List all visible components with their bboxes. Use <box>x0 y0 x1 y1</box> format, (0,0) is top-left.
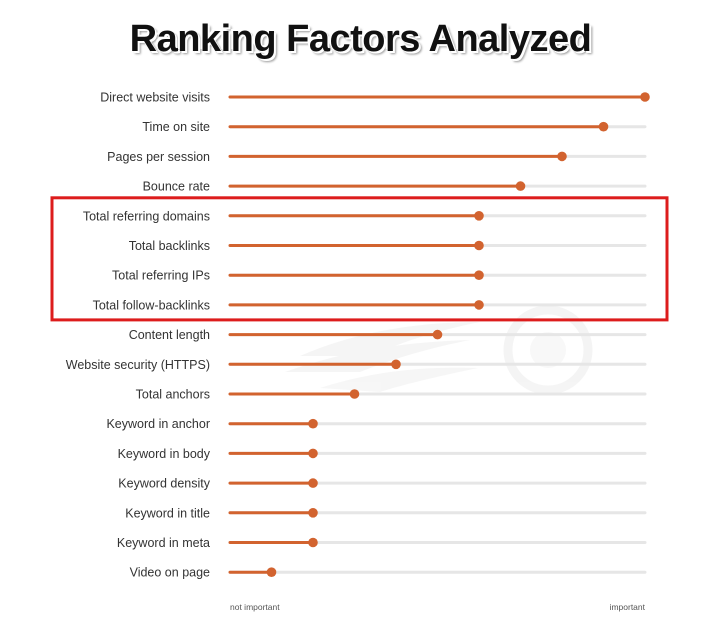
chart-title: Ranking Factors Analyzed <box>129 18 592 60</box>
point-total-anchors <box>349 389 360 399</box>
label-video-on-page: Video on page <box>130 566 210 580</box>
row-total-backlinks: Total backlinks <box>129 239 647 253</box>
point-content-length <box>432 329 443 340</box>
label-total-anchors: Total anchors <box>136 388 210 402</box>
row-total-follow-backlinks: Total follow-backlinks <box>93 298 647 312</box>
row-total-referring-ips: Total referring IPs <box>112 269 647 283</box>
point-direct-website-visits <box>640 92 650 102</box>
label-keyword-in-title: Keyword in title <box>125 506 210 520</box>
point-keyword-in-title <box>308 508 318 518</box>
label-time-on-site: Time on site <box>142 120 210 134</box>
label-website-security-https: Website security (HTTPS) <box>66 358 210 372</box>
point-total-referring-domains <box>474 211 484 221</box>
label-bounce-rate: Bounce rate <box>143 180 210 194</box>
row-video-on-page: Video on page <box>130 566 647 580</box>
point-website-security-https <box>391 359 401 370</box>
point-time-on-site <box>598 121 609 132</box>
label-keyword-in-meta: Keyword in meta <box>117 536 210 550</box>
label-total-referring-ips: Total referring IPs <box>112 269 210 283</box>
label-content-length: Content length <box>129 328 210 342</box>
row-keyword-in-anchor: Keyword in anchor <box>106 417 647 431</box>
label-direct-website-visits: Direct website visits <box>100 91 210 105</box>
row-website-security-https: Website security (HTTPS) <box>66 358 647 372</box>
point-bounce-rate <box>515 181 526 191</box>
label-total-backlinks: Total backlinks <box>129 239 210 253</box>
point-total-backlinks <box>474 240 484 251</box>
axis-min-label: not important <box>230 602 280 612</box>
axis-max-label: important <box>610 602 646 612</box>
point-video-on-page <box>266 567 277 577</box>
row-keyword-in-title: Keyword in title <box>125 506 647 520</box>
point-total-referring-ips <box>474 270 484 281</box>
row-direct-website-visits: Direct website visits <box>100 91 650 105</box>
row-bounce-rate: Bounce rate <box>143 180 647 194</box>
point-total-follow-backlinks <box>474 300 484 310</box>
semrush-logo-watermark <box>285 305 593 395</box>
row-content-length: Content length <box>129 328 647 342</box>
label-keyword-in-anchor: Keyword in anchor <box>106 417 210 431</box>
row-total-anchors: Total anchors <box>136 388 647 402</box>
row-keyword-in-body: Keyword in body <box>118 447 647 461</box>
point-keyword-in-anchor <box>308 418 318 429</box>
point-keyword-in-meta <box>308 537 318 548</box>
label-pages-per-session: Pages per session <box>107 150 210 164</box>
label-total-follow-backlinks: Total follow-backlinks <box>93 298 210 312</box>
row-time-on-site: Time on site <box>142 120 647 134</box>
row-keyword-in-meta: Keyword in meta <box>117 536 647 550</box>
point-pages-per-session <box>557 151 567 162</box>
label-keyword-in-body: Keyword in body <box>118 447 211 461</box>
row-total-referring-domains: Total referring domains <box>83 209 647 223</box>
point-keyword-density <box>308 478 318 488</box>
highlight-box <box>50 196 669 322</box>
label-total-referring-domains: Total referring domains <box>83 209 210 223</box>
label-keyword-density: Keyword density <box>118 477 210 491</box>
row-pages-per-session: Pages per session <box>107 150 647 164</box>
row-keyword-density: Keyword density <box>118 477 647 491</box>
point-keyword-in-body <box>308 448 318 459</box>
